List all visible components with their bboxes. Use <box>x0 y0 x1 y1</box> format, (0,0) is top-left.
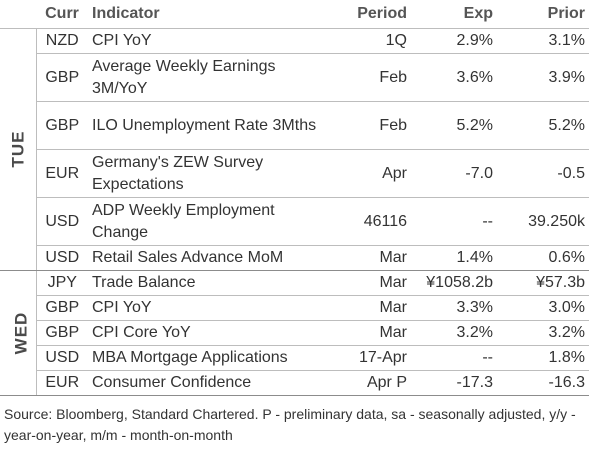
row-curr: USD <box>36 245 88 271</box>
table-row: USD MBA Mortgage Applications 17-Apr -- … <box>0 345 589 371</box>
table-row: GBP ILO Unemployment Rate 3Mths Feb 5.2%… <box>0 101 589 150</box>
table-row: EUR Consumer Confidence Apr P -17.3 -16.… <box>0 370 589 396</box>
row-indicator: CPI YoY <box>88 28 323 54</box>
row-prior: 3.2% <box>499 320 589 346</box>
table-row: USD Retail Sales Advance MoM Mar 1.4% 0.… <box>0 245 589 271</box>
row-exp: 3.3% <box>413 295 499 321</box>
row-prior: ¥57.3b <box>499 270 589 296</box>
row-exp: 1.4% <box>413 245 499 271</box>
row-period: 17-Apr <box>323 345 413 371</box>
header-day <box>0 0 36 29</box>
table-row: GBP CPI Core YoY Mar 3.2% 3.2% <box>0 320 589 346</box>
row-exp: ¥1058.2b <box>413 270 499 296</box>
row-curr: GBP <box>36 101 88 150</box>
row-indicator: Consumer Confidence <box>88 370 323 396</box>
header-prior: Prior <box>499 0 589 29</box>
table-row: GBP CPI YoY Mar 3.3% 3.0% <box>0 295 589 321</box>
table-row: USD ADP Weekly Employment Change 46116 -… <box>0 197 589 246</box>
row-indicator: CPI YoY <box>88 295 323 321</box>
source-note: Source: Bloomberg, Standard Chartered. P… <box>4 406 576 443</box>
row-exp: -7.0 <box>413 149 499 198</box>
row-indicator: Average Weekly Earnings 3M/YoY <box>88 53 323 102</box>
row-indicator: MBA Mortgage Applications <box>88 345 323 371</box>
row-prior: 39.250k <box>499 197 589 246</box>
row-exp: -- <box>413 197 499 246</box>
row-exp: 3.6% <box>413 53 499 102</box>
row-period: Apr P <box>323 370 413 396</box>
row-prior: 3.0% <box>499 295 589 321</box>
row-period: Feb <box>323 101 413 150</box>
row-prior: 5.2% <box>499 101 589 150</box>
table-row: EUR Germany's ZEW Survey Expectations Ap… <box>0 149 589 198</box>
row-exp: 3.2% <box>413 320 499 346</box>
row-indicator: CPI Core YoY <box>88 320 323 346</box>
row-period: 1Q <box>323 28 413 54</box>
row-curr: USD <box>36 197 88 246</box>
row-indicator: Germany's ZEW Survey Expectations <box>88 149 323 198</box>
row-prior: -16.3 <box>499 370 589 396</box>
header-indicator: Indicator <box>88 0 323 29</box>
table-row: GBP Average Weekly Earnings 3M/YoY Feb 3… <box>0 53 589 102</box>
row-prior: 0.6% <box>499 245 589 271</box>
row-period: Mar <box>323 295 413 321</box>
table-header-row: Curr Indicator Period Exp Prior <box>0 0 589 29</box>
header-exp: Exp <box>413 0 499 29</box>
row-period: Mar <box>323 245 413 271</box>
row-curr: USD <box>36 345 88 371</box>
row-prior: -0.5 <box>499 149 589 198</box>
row-period: Mar <box>323 320 413 346</box>
calendar-table: Curr Indicator Period Exp Prior TUE NZD … <box>0 0 589 396</box>
day-label-tue: TUE <box>0 28 37 271</box>
row-indicator: Trade Balance <box>88 270 323 296</box>
row-curr: GBP <box>36 320 88 346</box>
row-prior: 3.1% <box>499 28 589 54</box>
table-row: WED JPY Trade Balance Mar ¥1058.2b ¥57.3… <box>0 270 589 396</box>
row-exp: -17.3 <box>413 370 499 396</box>
row-indicator: ADP Weekly Employment Change <box>88 197 323 246</box>
row-curr: NZD <box>36 28 88 54</box>
row-period: Apr <box>323 149 413 198</box>
row-prior: 3.9% <box>499 53 589 102</box>
row-exp: -- <box>413 345 499 371</box>
row-curr: EUR <box>36 370 88 396</box>
row-exp: 5.2% <box>413 101 499 150</box>
row-curr: JPY <box>36 270 88 296</box>
row-period: Feb <box>323 53 413 102</box>
row-curr: GBP <box>36 295 88 321</box>
row-curr: EUR <box>36 149 88 198</box>
header-period: Period <box>323 0 413 29</box>
row-prior: 1.8% <box>499 345 589 371</box>
row-curr: GBP <box>36 53 88 102</box>
table-row: TUE NZD CPI YoY 1Q 2.9% 3.1% <box>0 28 589 271</box>
row-indicator: ILO Unemployment Rate 3Mths <box>88 101 323 150</box>
row-period: 46116 <box>323 197 413 246</box>
row-indicator: Retail Sales Advance MoM <box>88 245 323 271</box>
day-label-wed: WED <box>0 270 37 396</box>
row-exp: 2.9% <box>413 28 499 54</box>
row-period: Mar <box>323 270 413 296</box>
header-curr: Curr <box>36 0 88 29</box>
